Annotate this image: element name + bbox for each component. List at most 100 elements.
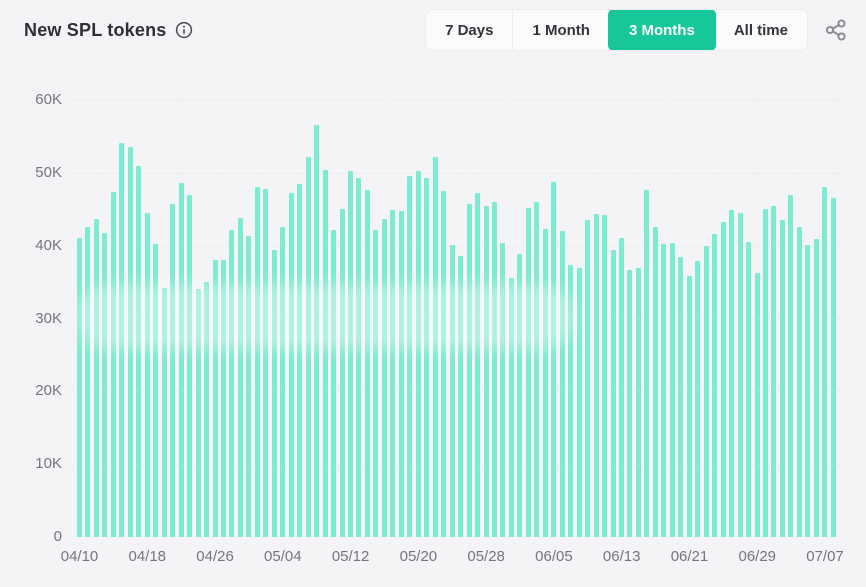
bar-06/26[interactable] xyxy=(729,210,735,537)
bar-07/08[interactable] xyxy=(830,197,836,537)
bar-04/20[interactable] xyxy=(161,287,167,537)
range-button-all-time[interactable]: All time xyxy=(715,10,807,50)
bar-04/11[interactable] xyxy=(85,226,91,537)
bar-04/26[interactable] xyxy=(212,260,218,537)
bar-04/12[interactable] xyxy=(93,219,99,537)
bar-06/19[interactable] xyxy=(669,243,675,537)
bar-04/19[interactable] xyxy=(153,244,159,537)
bar-05/14[interactable] xyxy=(364,190,370,537)
bar-05/28[interactable] xyxy=(483,206,489,537)
bar-04/30[interactable] xyxy=(246,236,252,537)
bar-05/08[interactable] xyxy=(314,125,320,537)
bar-05/18[interactable] xyxy=(398,211,404,537)
bar-05/30[interactable] xyxy=(500,243,506,537)
bar-06/01[interactable] xyxy=(517,254,523,537)
bar-06/08[interactable] xyxy=(576,267,582,537)
bar-07/05[interactable] xyxy=(805,244,811,537)
bar-05/11[interactable] xyxy=(339,209,345,537)
bar-05/26[interactable] xyxy=(466,204,472,537)
bar-05/21[interactable] xyxy=(424,177,430,537)
bar-04/14[interactable] xyxy=(110,191,116,537)
bar-06/18[interactable] xyxy=(661,244,667,537)
title-wrap: New SPL tokens xyxy=(24,0,193,60)
bar-06/02[interactable] xyxy=(525,207,531,537)
bar-05/22[interactable] xyxy=(432,156,438,537)
bar-04/29[interactable] xyxy=(237,218,243,537)
bar-06/27[interactable] xyxy=(737,212,743,537)
bar-05/07[interactable] xyxy=(305,156,311,537)
bar-04/17[interactable] xyxy=(136,165,142,537)
bar-06/09[interactable] xyxy=(585,220,591,537)
bar-06/23[interactable] xyxy=(703,246,709,537)
bar-04/27[interactable] xyxy=(220,259,226,537)
bar-06/30[interactable] xyxy=(762,208,768,537)
bar-07/03[interactable] xyxy=(788,194,794,537)
bar-04/15[interactable] xyxy=(119,142,125,537)
bar-07/07[interactable] xyxy=(822,187,828,537)
bar-07/04[interactable] xyxy=(796,226,802,537)
bar-05/05[interactable] xyxy=(288,192,294,537)
bar-06/15[interactable] xyxy=(635,267,641,537)
x-tick-label: 05/28 xyxy=(467,548,505,565)
bar-04/18[interactable] xyxy=(144,212,150,537)
bar-05/15[interactable] xyxy=(373,229,379,537)
bar-04/28[interactable] xyxy=(229,230,235,537)
bar-05/24[interactable] xyxy=(449,244,455,537)
bar-06/28[interactable] xyxy=(746,242,752,537)
range-button-1-month[interactable]: 1 Month xyxy=(512,10,609,50)
info-icon[interactable] xyxy=(175,21,193,39)
bar-06/07[interactable] xyxy=(568,265,574,537)
bar-05/31[interactable] xyxy=(508,277,514,537)
range-button-7-days[interactable]: 7 Days xyxy=(426,10,512,50)
bar-04/21[interactable] xyxy=(170,204,176,537)
bar-05/02[interactable] xyxy=(263,188,269,537)
x-tick-label: 05/04 xyxy=(264,548,302,565)
bar-05/29[interactable] xyxy=(491,201,497,537)
bar-05/10[interactable] xyxy=(331,230,337,537)
bar-05/12[interactable] xyxy=(348,170,353,537)
bar-07/02[interactable] xyxy=(779,220,785,537)
bar-04/24[interactable] xyxy=(195,288,201,537)
bar-06/14[interactable] xyxy=(627,269,633,537)
bar-06/05[interactable] xyxy=(551,182,557,537)
bar-05/04[interactable] xyxy=(280,227,286,537)
bar-06/17[interactable] xyxy=(652,227,658,537)
bar-05/06[interactable] xyxy=(297,184,303,537)
bar-05/09[interactable] xyxy=(322,169,328,537)
range-button-3-months[interactable]: 3 Months xyxy=(607,10,716,50)
bar-07/06[interactable] xyxy=(813,239,819,537)
bar-06/29[interactable] xyxy=(754,272,760,537)
bar-06/13[interactable] xyxy=(619,238,624,537)
range-button-group: 7 Days 1 Month 3 Months All time xyxy=(425,9,808,51)
bar-06/06[interactable] xyxy=(559,231,565,537)
bar-06/12[interactable] xyxy=(610,250,616,537)
bar-05/19[interactable] xyxy=(407,175,413,537)
bar-06/20[interactable] xyxy=(678,256,684,537)
share-icon[interactable] xyxy=(824,18,848,42)
bar-06/24[interactable] xyxy=(712,234,718,537)
bar-07/01[interactable] xyxy=(771,206,777,537)
bar-06/10[interactable] xyxy=(593,214,599,537)
bar-06/21[interactable] xyxy=(686,276,692,537)
bar-04/16[interactable] xyxy=(127,147,133,537)
bar-04/10[interactable] xyxy=(77,237,82,537)
bar-06/03[interactable] xyxy=(534,201,540,537)
bar-06/25[interactable] xyxy=(720,221,726,537)
bar-05/13[interactable] xyxy=(356,177,362,537)
bar-05/16[interactable] xyxy=(381,218,387,537)
bar-06/22[interactable] xyxy=(695,260,701,537)
bar-06/16[interactable] xyxy=(644,189,650,537)
bar-06/04[interactable] xyxy=(542,228,548,537)
bar-05/25[interactable] xyxy=(458,255,464,537)
bar-05/01[interactable] xyxy=(254,187,260,537)
bar-05/20[interactable] xyxy=(415,171,421,537)
bar-04/25[interactable] xyxy=(204,282,210,537)
bar-05/03[interactable] xyxy=(271,250,277,537)
bar-05/27[interactable] xyxy=(475,192,481,537)
bar-04/13[interactable] xyxy=(102,233,108,537)
bar-04/22[interactable] xyxy=(178,183,184,537)
bar-06/11[interactable] xyxy=(602,215,608,537)
bar-05/23[interactable] xyxy=(441,191,447,537)
bar-05/17[interactable] xyxy=(390,210,396,537)
bar-04/23[interactable] xyxy=(187,194,193,537)
